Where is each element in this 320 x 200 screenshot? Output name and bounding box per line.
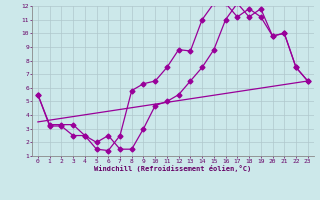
X-axis label: Windchill (Refroidissement éolien,°C): Windchill (Refroidissement éolien,°C): [94, 165, 252, 172]
